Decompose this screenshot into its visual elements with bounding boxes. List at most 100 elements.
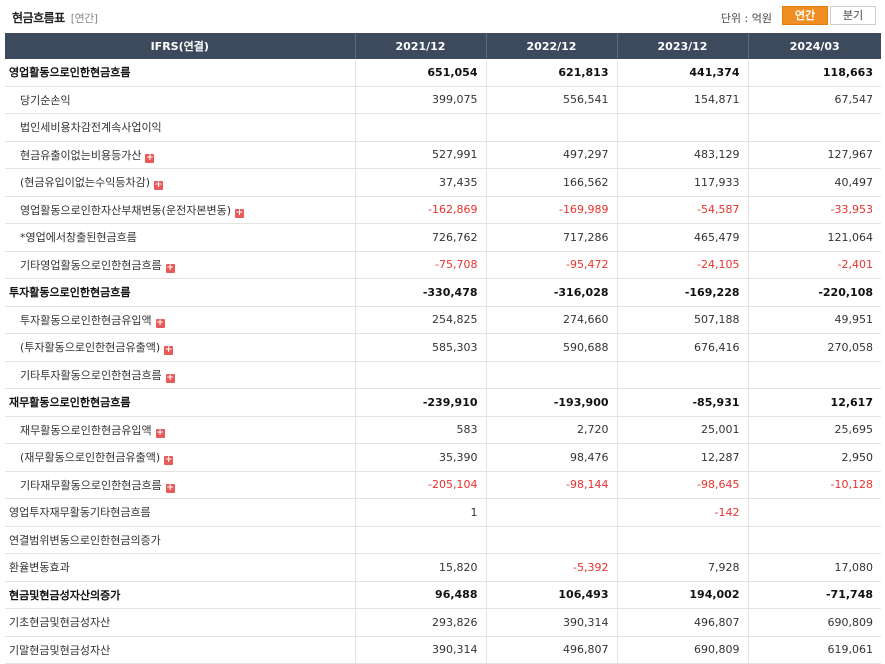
value-cell: 717,286 xyxy=(486,223,618,252)
row-label-cell: 영업활동으로인한자산부채변동(운전자본변동) + xyxy=(5,196,356,224)
value-cell: -54,587 xyxy=(617,196,749,224)
table-row: 기타영업활동으로인한현금흐름 + -75,708 -95,472 -24,105 -2,4… xyxy=(5,251,881,279)
row-label-cell: 기말현금및현금성자산 xyxy=(5,636,356,664)
value-cell: 98,476 xyxy=(486,443,618,472)
value-cell: 507,188 xyxy=(617,306,749,334)
row-label-cell: 기타재무활동으로인한현금흐름 + xyxy=(5,471,356,499)
expand-plus-icon[interactable]: + xyxy=(155,317,165,328)
value-cell: 690,809 xyxy=(748,608,881,637)
value-cell: -239,910 xyxy=(355,388,487,417)
value-cell xyxy=(748,526,881,554)
table-row: 현금유출이없는비용등가산 +527,991 497,297 483,129 127,96… xyxy=(5,141,881,169)
expand-plus-icon[interactable]: + xyxy=(145,152,155,163)
value-cell xyxy=(355,361,487,389)
value-cell: -98,144 xyxy=(486,471,618,499)
value-cell: 154,871 xyxy=(617,86,749,114)
row-label-cell: 기타투자활동으로인한현금흐름 + xyxy=(5,361,356,389)
expand-plus-icon[interactable]: + xyxy=(155,427,165,438)
value-cell: -85,931 xyxy=(617,388,749,417)
row-label: 재무활동으로인한현금흐름 xyxy=(9,396,131,410)
value-cell: 25,001 xyxy=(617,416,749,444)
value-cell: 556,541 xyxy=(486,86,618,114)
table-row: 영업활동으로인한자산부채변동(운전자본변동) + -162,869 -169,989-… xyxy=(5,196,881,224)
table-row: 당기순손익 399,075 556,541 154,871 67,547 xyxy=(5,86,881,114)
value-cell: 25,695 xyxy=(748,416,881,444)
value-cell: 496,807 xyxy=(486,636,618,664)
row-label: 재무활동으로인한현금유입액 xyxy=(20,423,152,437)
row-label-cell: *영업에서창출된현금흐름 xyxy=(5,223,356,252)
value-cell: 121,064 xyxy=(748,223,881,252)
row-label: 투자활동으로인한현금흐름 xyxy=(9,286,131,300)
value-cell: 585,303 xyxy=(355,333,487,362)
value-cell: -10,128 xyxy=(748,471,881,499)
row-label-cell: 영업투자재무활동기타현금흐름 xyxy=(5,498,356,527)
expand-plus-icon[interactable]: + xyxy=(154,180,164,191)
tab-annual[interactable]: 연간 xyxy=(782,6,828,25)
value-cell: 117,933 xyxy=(617,168,749,197)
value-cell xyxy=(617,113,749,142)
row-label-cell: 현금및현금성자산의증가 xyxy=(5,581,356,609)
value-cell xyxy=(486,526,618,554)
value-cell: 726,762 xyxy=(355,223,487,252)
page-title: 현금흐름표 [연간] xyxy=(12,9,98,26)
expand-plus-icon[interactable]: + xyxy=(164,345,174,356)
row-label: 연결범위변동으로인한현금의증가 xyxy=(9,533,161,547)
value-cell: 118,663 xyxy=(748,59,881,87)
value-cell: 127,967 xyxy=(748,141,881,169)
table-row: (재무활동으로인한현금유출액) +35,390 98,476 12,287 2,950 xyxy=(5,443,881,472)
value-cell: 2,720 xyxy=(486,416,618,444)
table-row: 기타재무활동으로인한현금흐름 + -205,104 -98,144 -98,645 -10… xyxy=(5,471,881,499)
value-cell: 590,688 xyxy=(486,333,618,362)
value-cell: 496,807 xyxy=(617,608,749,637)
row-label: 기초현금및현금성자산 xyxy=(9,616,111,630)
value-cell: -2,401 xyxy=(748,251,881,279)
value-cell: 651,054 xyxy=(355,59,487,87)
value-cell xyxy=(355,526,487,554)
expand-plus-icon[interactable]: + xyxy=(164,455,174,466)
value-cell: -24,105 xyxy=(617,251,749,279)
column-header-2023: 2023/12 xyxy=(617,33,749,59)
value-cell: -169,228 xyxy=(617,278,749,307)
value-cell: 527,991 xyxy=(355,141,487,169)
table-row: 법인세비용차감전계속사업이익 xyxy=(5,113,881,142)
value-cell: 1 xyxy=(355,498,487,527)
value-cell: 12,287 xyxy=(617,443,749,472)
row-label: 기말현금및현금성자산 xyxy=(9,643,111,657)
value-cell: -142 xyxy=(617,498,749,527)
value-cell xyxy=(486,361,618,389)
table-row: (투자활동으로인한현금유출액) +585,303 590,688 676,416 270… xyxy=(5,333,881,362)
row-label-cell: 재무활동으로인한현금흐름 xyxy=(5,388,356,417)
cashflow-table: IFRS(연결) 2021/12 2022/12 2023/12 2024/03… xyxy=(5,33,881,664)
value-cell: -75,708 xyxy=(355,251,487,279)
row-label: (현금유입이없는수익등차감) xyxy=(20,176,151,190)
row-label: *영업에서창출된현금흐름 xyxy=(20,231,137,245)
value-cell: 67,547 xyxy=(748,86,881,114)
value-cell: 7,928 xyxy=(617,553,749,582)
value-cell: 15,820 xyxy=(355,553,487,582)
unit-label: 단위 : 억원 xyxy=(720,12,772,25)
expand-plus-icon[interactable]: + xyxy=(234,207,244,218)
value-cell: 2,950 xyxy=(748,443,881,472)
row-label-cell: 영업활동으로인한현금흐름 xyxy=(5,59,356,87)
table-row: 투자활동으로인한현금흐름 -330,478 -316,028 -169,228 -220… xyxy=(5,278,881,307)
row-label: 영업활동으로인한자산부채변동(운전자본변동) xyxy=(20,203,231,217)
tab-quarterly[interactable]: 분기 xyxy=(830,6,876,25)
expand-plus-icon[interactable]: + xyxy=(165,372,175,383)
table-header-row: IFRS(연결) 2021/12 2022/12 2023/12 2024/03 xyxy=(5,33,881,59)
row-label-cell: 기초현금및현금성자산 xyxy=(5,608,356,637)
value-cell: 270,058 xyxy=(748,333,881,362)
table-row: 재무활동으로인한현금유입액 +583 2,720 25,001 25,695 xyxy=(5,416,881,444)
expand-plus-icon[interactable]: + xyxy=(165,262,175,273)
period-toggle: 연간 분기 xyxy=(782,6,876,25)
row-label-cell: 기타영업활동으로인한현금흐름 + xyxy=(5,251,356,279)
row-label: 현금및현금성자산의증가 xyxy=(9,588,121,602)
row-label-cell: (재무활동으로인한현금유출액) + xyxy=(5,443,356,472)
top-bar: 현금흐름표 [연간] 단위 : 억원 연간 분기 xyxy=(0,0,885,33)
value-cell: 40,497 xyxy=(748,168,881,197)
table-row: (현금유입이없는수익등차감) +37,435 166,562 117,933 40,49… xyxy=(5,168,881,197)
row-label-cell: 연결범위변동으로인한현금의증가 xyxy=(5,526,356,554)
value-cell: 583 xyxy=(355,416,487,444)
value-cell: -205,104 xyxy=(355,471,487,499)
value-cell: 676,416 xyxy=(617,333,749,362)
expand-plus-icon[interactable]: + xyxy=(165,482,175,493)
